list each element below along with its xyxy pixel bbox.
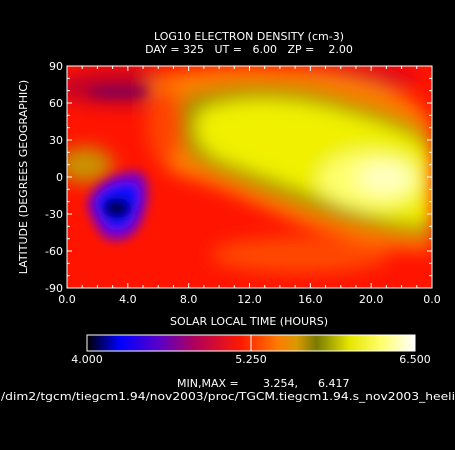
x-tick-label: 8.0 bbox=[180, 293, 198, 306]
x-axis-label: SOLAR LOCAL TIME (HOURS) bbox=[170, 315, 328, 328]
chart-title: LOG10 ELECTRON DENSITY (cm-3) bbox=[154, 30, 344, 43]
y-axis: 90 60 30 0 -30 -60 -90 bbox=[45, 60, 432, 295]
max-value: 6.417 bbox=[318, 377, 350, 390]
heatmap-field bbox=[67, 66, 432, 288]
y-tick-label: -90 bbox=[45, 282, 63, 295]
colorbar-min-label: 4.000 bbox=[71, 353, 103, 366]
file-path: /dim2/tgcm/tiegcm1.94/nov2003/proc/TGCM.… bbox=[1, 390, 455, 403]
x-tick-label: 12.0 bbox=[237, 293, 262, 306]
y-tick-label: 30 bbox=[49, 134, 63, 147]
colorbar-max-label: 6.500 bbox=[399, 353, 431, 366]
y-tick-label: -30 bbox=[45, 208, 63, 221]
x-axis: 0.0 4.0 8.0 12.0 16.0 20.0 0.0 bbox=[58, 66, 441, 306]
x-tick-label: 0.0 bbox=[58, 293, 76, 306]
y-axis-label: LATITUDE (DEGREES GEOGRAPHIC) bbox=[17, 80, 30, 274]
chart-subtitle: DAY = 325 UT = 6.00 ZP = 2.00 bbox=[145, 43, 353, 56]
x-tick-label: 0.0 bbox=[423, 293, 441, 306]
colorbar-mid-label: 5.250 bbox=[235, 353, 267, 366]
y-tick-label: 90 bbox=[49, 60, 63, 73]
min-value: 3.254, bbox=[263, 377, 298, 390]
minmax-label: MIN,MAX = bbox=[177, 377, 239, 390]
x-tick-label: 16.0 bbox=[298, 293, 323, 306]
x-tick-label: 4.0 bbox=[119, 293, 137, 306]
x-tick-label: 20.0 bbox=[359, 293, 384, 306]
y-tick-label: 0 bbox=[56, 171, 63, 184]
y-tick-label: 60 bbox=[49, 97, 63, 110]
y-tick-label: -60 bbox=[45, 245, 63, 258]
